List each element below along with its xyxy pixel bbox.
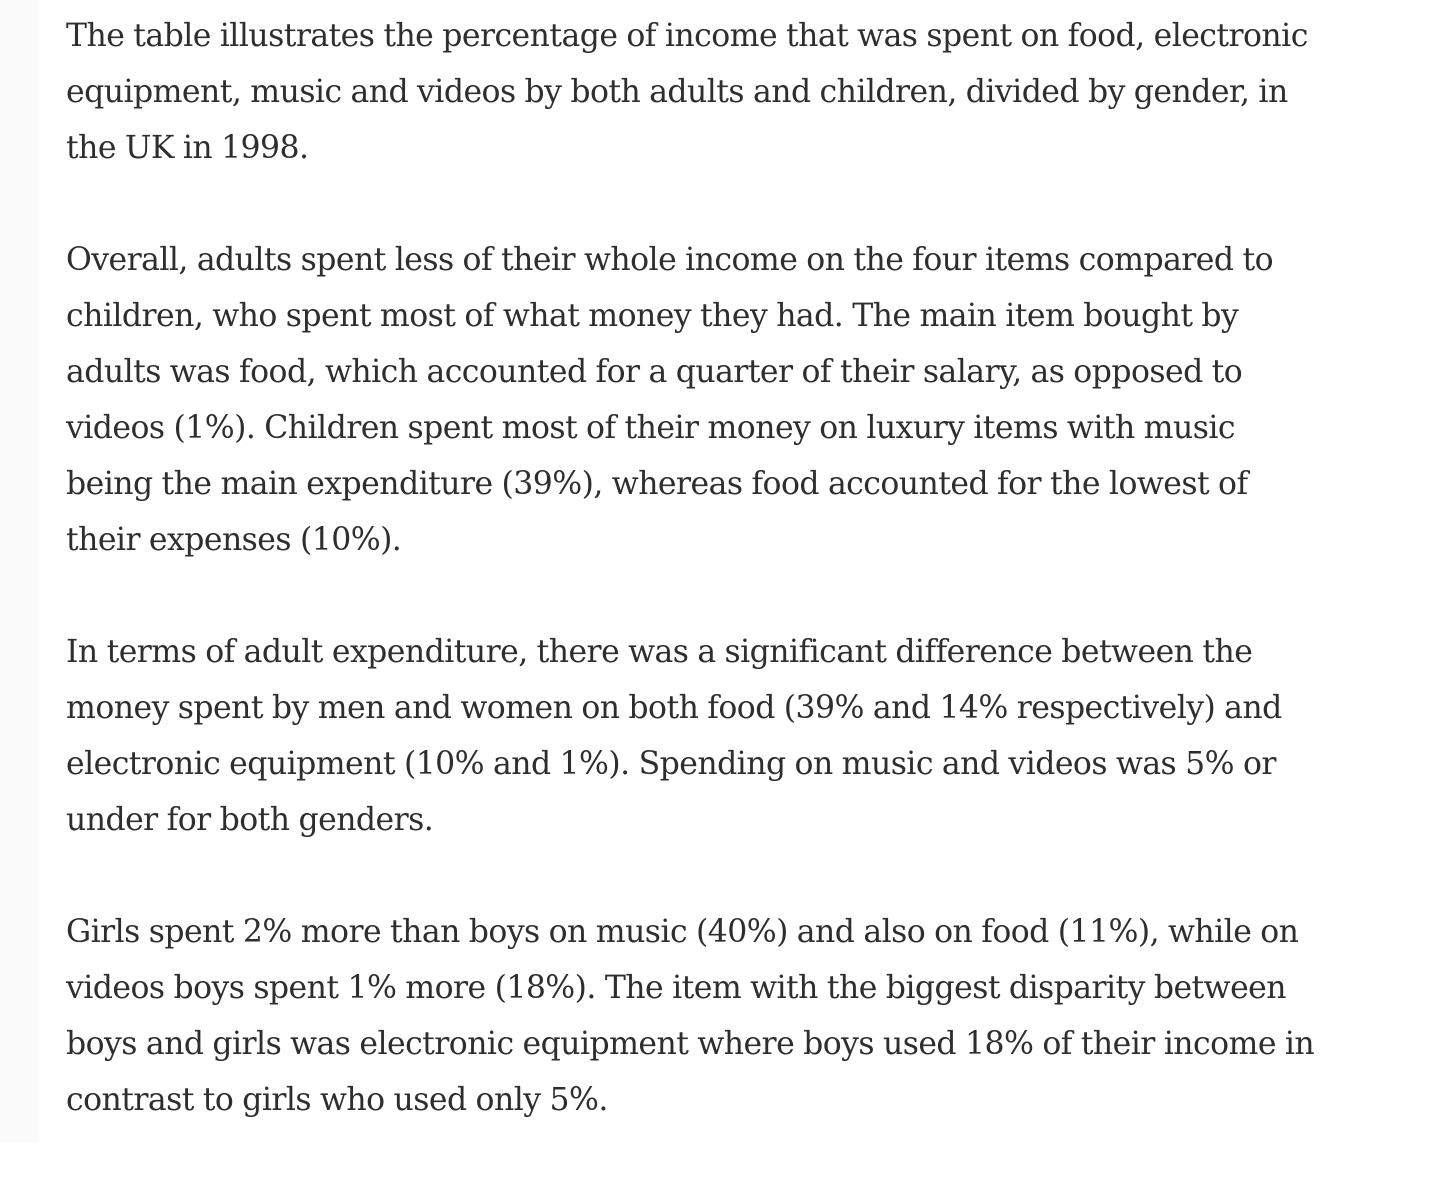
text-line: under for both genders.: [66, 802, 434, 838]
text-line: In terms of adult expenditure, there was…: [66, 634, 1253, 670]
paragraph-adults: In terms of adult expenditure, there was…: [66, 624, 1386, 848]
text-line: contrast to girls who used only 5%.: [66, 1082, 608, 1118]
page: The table illustrates the percentage of …: [0, 0, 1315, 1143]
paragraph-children: Girls spent 2% more than boys on music (…: [66, 904, 1386, 1128]
text-line: equipment, music and videos by both adul…: [66, 74, 1288, 110]
left-margin-strip: [0, 0, 38, 1143]
text-line: being the main expenditure (39%), wherea…: [66, 466, 1248, 502]
text-line: boys and girls was electronic equipment …: [66, 1026, 1315, 1062]
paragraph-overview: Overall, adults spent less of their whol…: [66, 232, 1386, 568]
text-line: Overall, adults spent less of their whol…: [66, 242, 1274, 278]
text-line: electronic equipment (10% and 1%). Spend…: [66, 746, 1276, 782]
text-line: the UK in 1998.: [66, 130, 309, 166]
text-line: children, who spent most of what money t…: [66, 298, 1239, 334]
text-line: The table illustrates the percentage of …: [66, 18, 1308, 54]
text-line: videos boys spent 1% more (18%). The ite…: [66, 970, 1287, 1006]
text-line: their expenses (10%).: [66, 522, 402, 558]
text-line: videos (1%). Children spent most of thei…: [66, 410, 1236, 446]
text-line: Girls spent 2% more than boys on music (…: [66, 914, 1299, 950]
text-line: money spent by men and women on both foo…: [66, 690, 1282, 726]
paragraph-intro: The table illustrates the percentage of …: [66, 8, 1386, 176]
text-line: adults was food, which accounted for a q…: [66, 354, 1243, 390]
article-body: The table illustrates the percentage of …: [66, 8, 1386, 1184]
